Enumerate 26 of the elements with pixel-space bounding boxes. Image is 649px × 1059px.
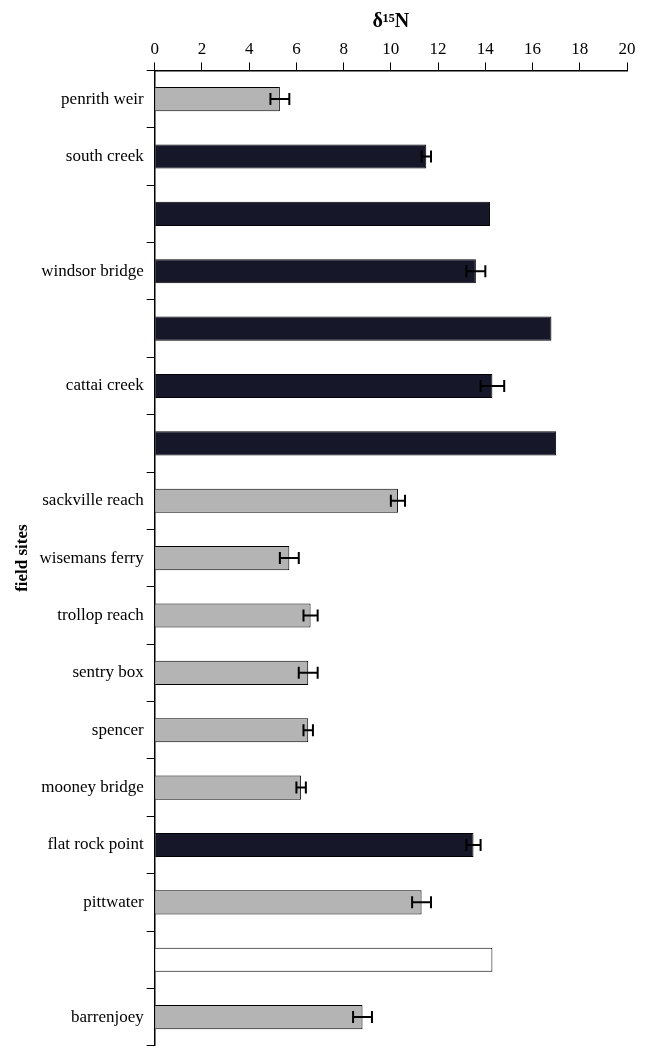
y-tick-label: wisemans ferry bbox=[39, 547, 145, 567]
y-tick-label: sackville reach bbox=[42, 490, 145, 510]
y-tick-label: trollop reach bbox=[57, 604, 145, 624]
x-tick-label: 4 bbox=[244, 38, 254, 58]
x-tick-label: 10 bbox=[382, 38, 400, 58]
x-tick-label: 18 bbox=[571, 38, 589, 58]
x-tick-label: 14 bbox=[476, 38, 495, 58]
x-tick-label: 16 bbox=[524, 38, 542, 58]
y-tick-label: windsor bridge bbox=[41, 260, 144, 280]
y-tick-label: barrenjoey bbox=[71, 1006, 145, 1026]
y-tick-label: cattai creek bbox=[65, 375, 145, 395]
x-tick-label: 20 bbox=[618, 38, 636, 58]
x-tick-label: 2 bbox=[197, 38, 207, 58]
y-tick-label: spencer bbox=[91, 719, 145, 739]
y-tick-label: mooney bridge bbox=[41, 777, 144, 797]
y-tick-label: south creek bbox=[65, 145, 145, 165]
y-axis-title: field sites bbox=[11, 523, 31, 592]
x-axis-title: δ¹⁵N bbox=[372, 9, 410, 32]
y-tick-label: penrith weir bbox=[61, 88, 145, 108]
y-tick-label: pittwater bbox=[83, 891, 145, 911]
y-tick-label: sentry box bbox=[72, 662, 145, 682]
x-tick-label: 6 bbox=[292, 38, 301, 58]
y-tick-label: flat rock point bbox=[47, 834, 144, 854]
x-tick-label: 12 bbox=[429, 38, 447, 58]
x-tick-label: 0 bbox=[150, 38, 159, 58]
x-tick-label: 8 bbox=[339, 38, 348, 58]
